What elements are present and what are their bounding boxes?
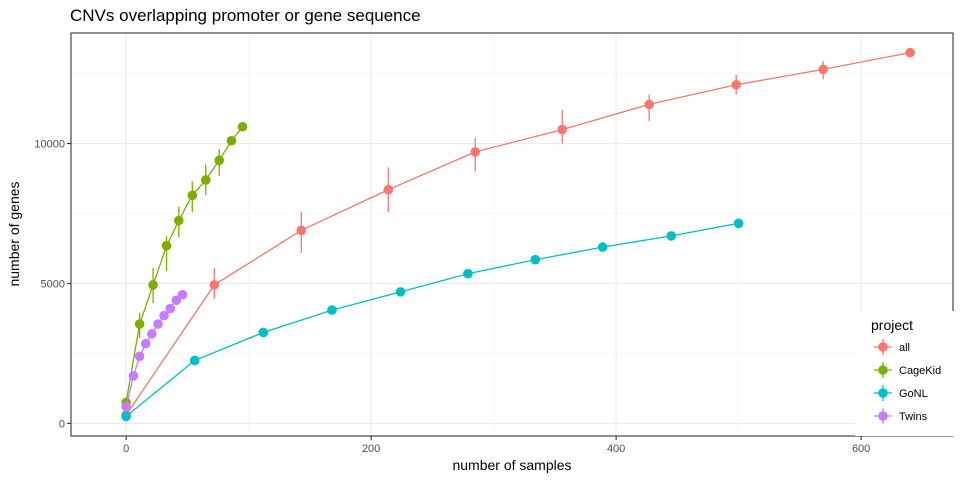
data-point-gonl [463, 268, 473, 279]
y-axis-label: number of genes [6, 181, 22, 286]
data-point-gonl [530, 254, 541, 265]
legend-key-point [878, 365, 888, 375]
x-tick-label: 200 [362, 443, 380, 455]
data-point-all [209, 280, 220, 290]
data-point-gonl [121, 411, 131, 422]
data-point-twins [134, 351, 145, 362]
plot-panel [71, 33, 953, 436]
data-point-all [644, 99, 654, 110]
x-tick-label: 600 [852, 443, 870, 455]
y-tick-label: 0 [59, 418, 65, 430]
legend-item-gonl: GoNL [874, 385, 928, 401]
legend-label: CageKid [899, 365, 941, 377]
data-point-cagekid [134, 319, 145, 329]
data-point-cagekid [226, 135, 237, 146]
legend-key-point [878, 342, 888, 352]
legend-label: GoNL [899, 388, 928, 400]
y-tick-label: 5000 [41, 278, 65, 290]
series-gonl [121, 218, 744, 422]
series-line-gonl [125, 222, 739, 417]
minor-gridlines [71, 33, 953, 436]
data-point-twins [171, 295, 182, 306]
data-point-gonl [666, 231, 677, 241]
data-point-all [818, 64, 828, 75]
data-point-gonl [258, 327, 269, 338]
legend-key-point [878, 411, 888, 421]
data-point-cagekid [148, 280, 158, 290]
data-point-twins [153, 319, 163, 329]
legend: project all CageKid GoNL Twins [855, 311, 960, 436]
series-cagekid [121, 121, 248, 408]
data-point-all [296, 225, 307, 236]
data-point-twins [159, 310, 169, 321]
data-point-cagekid [187, 190, 198, 201]
data-point-twins [165, 303, 176, 314]
data-point-twins [177, 289, 188, 300]
data-point-gonl [327, 305, 337, 315]
legend-title: project [871, 317, 913, 333]
data-point-gonl [597, 242, 608, 252]
data-point-cagekid [237, 121, 248, 132]
data-point-all [905, 47, 915, 58]
data-point-gonl [395, 287, 406, 297]
data-point-all [470, 147, 481, 157]
x-axis-label: number of samples [452, 457, 571, 473]
x-tick-label: 0 [123, 443, 129, 455]
data-point-gonl [733, 218, 744, 229]
data-point-cagekid [214, 155, 225, 166]
legend-item-twins: Twins [874, 408, 928, 424]
y-tick-label: 10000 [34, 139, 65, 151]
data-point-gonl [189, 355, 200, 366]
data-point-cagekid [174, 215, 184, 226]
data-point-cagekid [200, 175, 211, 185]
data-point-twins [128, 371, 139, 381]
series-twins [121, 289, 188, 412]
legend-item-cagekid: CageKid [874, 362, 941, 378]
series-layer [121, 47, 915, 422]
legend-item-all: all [874, 339, 910, 355]
data-point-all [383, 184, 394, 195]
data-point-twins [140, 338, 151, 349]
series-line-cagekid [125, 126, 244, 403]
legend-background [855, 311, 960, 436]
x-tick-label: 400 [607, 443, 625, 455]
legend-items: all CageKid GoNL Twins [874, 339, 941, 424]
series-line-all [125, 51, 911, 416]
data-point-all [557, 124, 568, 135]
legend-label: all [899, 342, 910, 354]
data-point-twins [147, 329, 157, 339]
series-line-twins [125, 294, 183, 407]
chart-title: CNVs overlapping promoter or gene sequen… [70, 6, 421, 25]
x-axis: 0 200 400 600 [123, 436, 870, 455]
legend-label: Twins [899, 411, 928, 423]
plot-panel-border [70, 32, 954, 437]
legend-key-point [878, 388, 888, 398]
data-point-twins [121, 401, 131, 412]
data-point-cagekid [161, 240, 172, 251]
data-point-all [731, 79, 741, 90]
y-axis: 0 5000 10000 [34, 139, 71, 430]
